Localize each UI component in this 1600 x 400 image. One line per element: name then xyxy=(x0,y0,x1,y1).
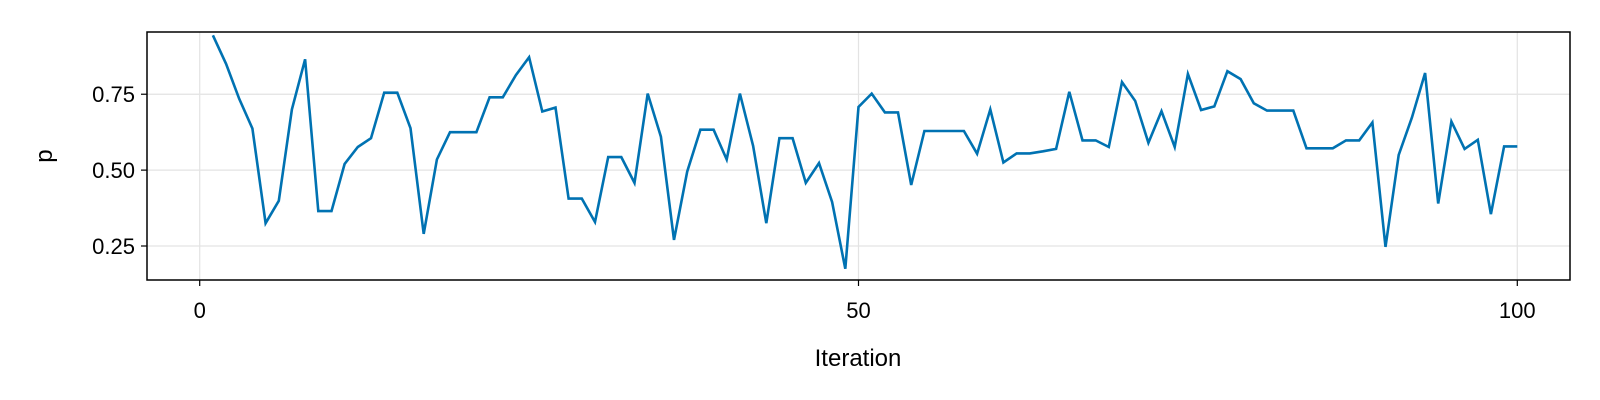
x-axis-ticks: 0 50 100 xyxy=(194,280,1536,323)
x-tick-label: 50 xyxy=(846,298,870,323)
series-group xyxy=(211,34,1518,270)
series-line xyxy=(211,34,1518,270)
x-axis-label: Iteration xyxy=(815,345,902,372)
y-axis-label: p xyxy=(31,149,58,162)
y-tick-label: 0.75 xyxy=(92,82,135,107)
x-tick-label: 100 xyxy=(1499,298,1536,323)
y-axis-ticks: 0.25 0.50 0.75 xyxy=(92,82,147,259)
grid-lines xyxy=(147,32,1570,280)
y-tick-label: 0.25 xyxy=(92,234,135,259)
x-tick-label: 0 xyxy=(194,298,206,323)
y-tick-label: 0.50 xyxy=(92,158,135,183)
